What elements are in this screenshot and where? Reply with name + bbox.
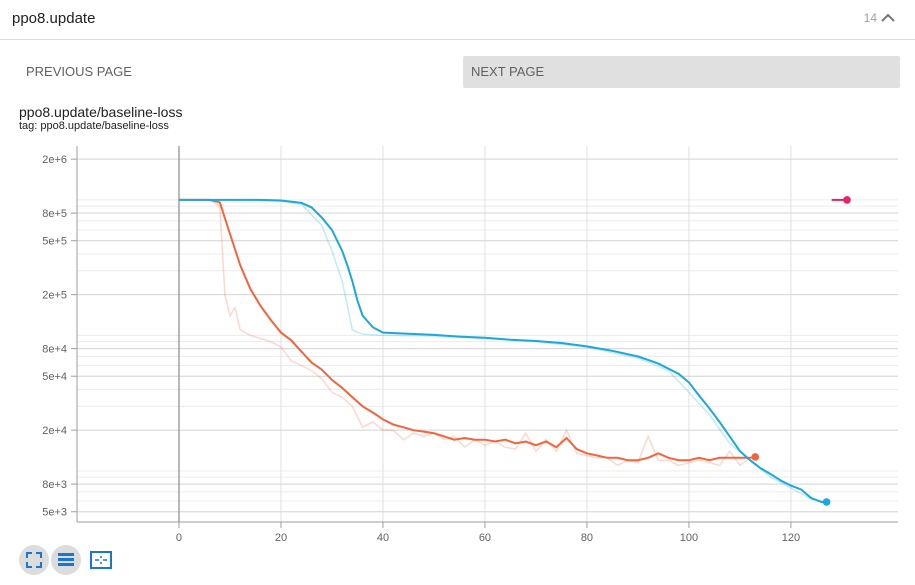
chevron-up-icon[interactable] bbox=[879, 9, 897, 27]
y-tick-label: 2e+5 bbox=[42, 290, 67, 302]
run-header: ppo8.update 14 bbox=[0, 0, 915, 40]
x-tick-label: 120 bbox=[782, 532, 800, 543]
data-table-button[interactable] bbox=[51, 545, 81, 575]
series-0-smoothed-line bbox=[179, 198, 756, 462]
fullscreen-icon bbox=[26, 552, 42, 568]
next-page-button[interactable]: NEXT PAGE bbox=[463, 56, 900, 88]
y-tick-label: 2e+6 bbox=[42, 154, 67, 166]
y-tick-label: 8e+4 bbox=[42, 344, 67, 356]
x-tick-label: 0 bbox=[176, 532, 182, 543]
fullscreen-button[interactable] bbox=[19, 545, 49, 575]
y-tick-label: 8e+5 bbox=[42, 208, 67, 220]
previous-page-button[interactable]: PREVIOUS PAGE bbox=[26, 64, 132, 79]
y-tick-label: 5e+5 bbox=[42, 236, 67, 248]
x-tick-label: 80 bbox=[581, 532, 593, 543]
chart-count: 14 bbox=[863, 11, 877, 25]
series-0-raw-line bbox=[179, 199, 756, 467]
y-tick-label: 5e+4 bbox=[42, 371, 67, 383]
series-0-end-point bbox=[751, 453, 760, 461]
chart-title: ppo8.update/baseline-loss bbox=[19, 104, 183, 120]
series-1-end-point bbox=[822, 498, 831, 506]
series-2-end-point bbox=[843, 196, 851, 204]
x-tick-label: 100 bbox=[680, 532, 698, 543]
series-1-smoothed-line bbox=[179, 198, 827, 503]
loss-chart[interactable]: 0 20 40 60 80 100 120 5e+3 8e+3 2e+4 5e+4 8e+4 2e+5 5… bbox=[0, 138, 915, 543]
y-tick-label: 5e+3 bbox=[42, 507, 67, 519]
fit-to-data-icon bbox=[90, 551, 112, 569]
list-icon bbox=[58, 553, 74, 566]
x-tick-label: 60 bbox=[479, 532, 491, 543]
group-title: ppo8.update bbox=[12, 10, 96, 27]
x-tick-label: 40 bbox=[377, 532, 389, 543]
y-tick-label: 8e+3 bbox=[42, 479, 67, 491]
series-1-raw-line bbox=[179, 199, 827, 503]
y-tick-label: 2e+4 bbox=[42, 425, 67, 437]
chart-tag: tag: ppo8.update/baseline-loss bbox=[19, 120, 169, 132]
x-tick-label: 20 bbox=[275, 532, 287, 543]
fit-domain-button[interactable] bbox=[84, 545, 114, 575]
